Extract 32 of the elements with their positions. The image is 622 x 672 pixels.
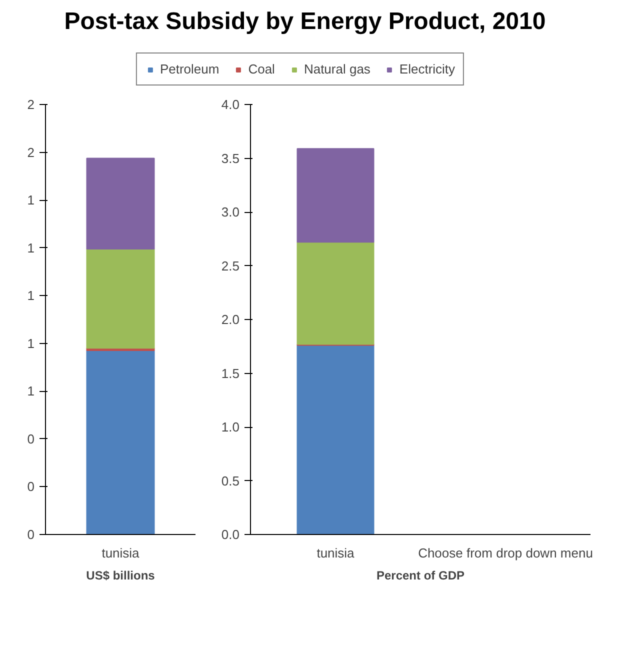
y-tick-label: 0 <box>27 480 35 495</box>
y-tick-label: 1 <box>27 240 35 256</box>
x-tick-label: tunisia <box>316 546 356 561</box>
y-tick-label: 4.0 <box>221 97 240 112</box>
y-tick-label: 2.5 <box>221 258 240 274</box>
legend-label: Electricity <box>399 62 456 77</box>
legend-label: Coal <box>248 62 275 77</box>
y-tick-label: 2 <box>27 145 35 160</box>
legend-label: Natural gas <box>304 62 370 77</box>
y-tick-label: 1 <box>27 384 35 399</box>
y-tick-label: 1.5 <box>221 366 240 382</box>
y-tick-label: 0.5 <box>221 474 240 489</box>
text: Post-tax Subsidy by Energy Product, 2010 <box>64 7 546 37</box>
bar <box>86 158 155 250</box>
y-tick-label: 2.0 <box>221 312 240 328</box>
x-tick-label: Choose from drop down menu <box>418 546 593 561</box>
x-tick-label: tunisia <box>102 546 140 561</box>
y-tick-label: 1 <box>27 192 35 208</box>
y-tick-label: 0 <box>27 432 35 447</box>
legend-label: Petroleum <box>160 62 220 77</box>
bar <box>86 248 155 349</box>
x-axis-title: Percent of GDP <box>376 568 465 583</box>
y-tick-label: 1 <box>27 336 35 352</box>
y-tick-label: 0.0 <box>221 527 240 542</box>
y-tick-label: 0 <box>27 527 35 542</box>
y-tick-label: 1 <box>27 288 35 304</box>
bar <box>86 350 155 535</box>
y-tick-label: 1.0 <box>221 420 240 435</box>
y-tick-label: 3.0 <box>221 204 240 220</box>
y-tick-label: 3.5 <box>221 151 240 166</box>
y-tick-label: 2 <box>27 97 35 112</box>
x-axis-title: US$ billions <box>86 568 156 583</box>
